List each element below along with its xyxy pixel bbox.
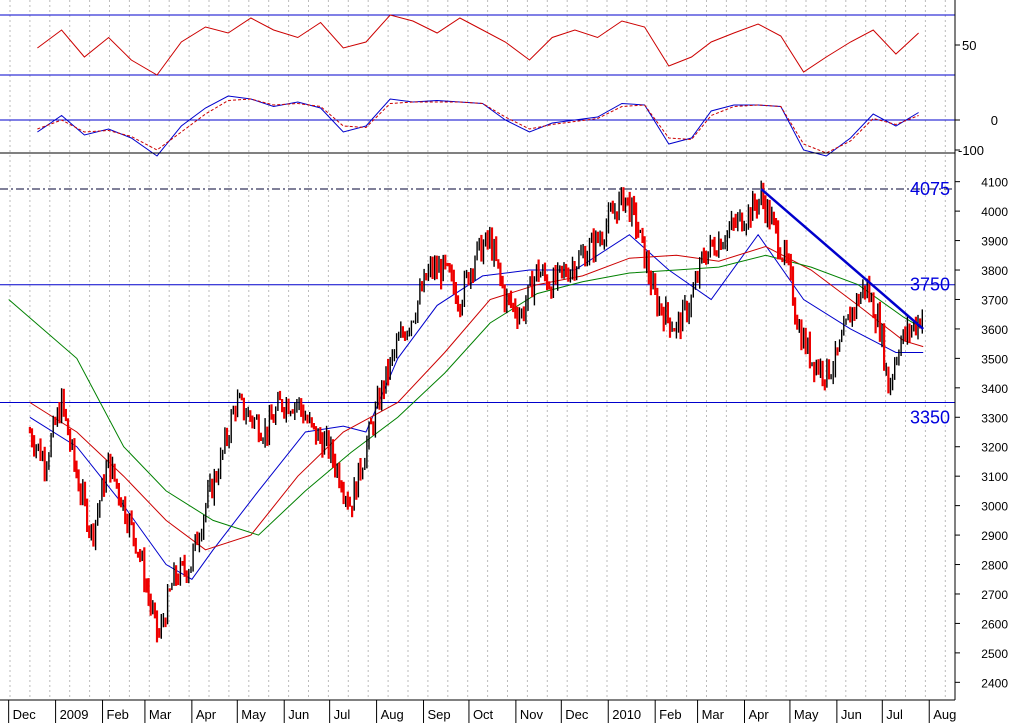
- y-tick-label: 3200: [981, 441, 1008, 455]
- reference-lines: [0, 14, 955, 404]
- resistance-trendline: [760, 188, 924, 330]
- x-tick-label: Dec: [565, 707, 589, 722]
- y-tick-label: 0: [991, 113, 998, 128]
- y-tick-label: 2500: [981, 647, 1008, 661]
- x-tick-label: Mar: [702, 707, 725, 722]
- y-tick-label: -100: [958, 143, 984, 158]
- y-tick-label: 3100: [981, 470, 1008, 484]
- x-tick-label: 2010: [612, 707, 641, 722]
- y-tick-label: 3800: [981, 264, 1008, 278]
- moving-average-line: [29, 233, 924, 580]
- oscillator-top-panel: [37, 14, 919, 76]
- oscillator-mid-series: [37, 98, 919, 154]
- y-tick-label: 2900: [981, 529, 1008, 543]
- moving-average-line: [29, 245, 924, 551]
- trendline: [760, 188, 924, 330]
- grid: [9, 0, 946, 700]
- x-tick-label: Feb: [659, 707, 681, 722]
- oscillator-mid-panel: [37, 95, 919, 157]
- price-level-label: 3350: [910, 408, 950, 428]
- y-tick-label: 3000: [981, 500, 1008, 514]
- x-tick-label: Apr: [196, 707, 217, 722]
- x-tick-label: Feb: [107, 707, 129, 722]
- price-level-label: 3750: [910, 275, 950, 295]
- oscillator-top-series: [37, 14, 919, 76]
- x-tick-label: Apr: [749, 707, 770, 722]
- x-tick-label: Nov: [520, 707, 544, 722]
- y-tick-label: 3700: [981, 293, 1008, 307]
- x-tick-label: Jul: [886, 707, 903, 722]
- y-tick-label: 2400: [981, 676, 1008, 690]
- y-tick-label: 2700: [981, 588, 1008, 602]
- level-labels: 4075 3750 3350: [910, 179, 950, 428]
- y-tick-label: 3500: [981, 352, 1008, 366]
- x-tick-label: Aug: [933, 707, 956, 722]
- y-tick-label: 3400: [981, 382, 1008, 396]
- x-tick-label: Jun: [841, 707, 862, 722]
- y-tick-label: 3600: [981, 323, 1008, 337]
- x-tick-label: Mar: [149, 707, 172, 722]
- y-tick-label: 3300: [981, 411, 1008, 425]
- y-tick-label: 2800: [981, 559, 1008, 573]
- moving-averages: [8, 233, 924, 580]
- x-tick-label: Dec: [13, 707, 37, 722]
- x-tick-label: Oct: [473, 707, 494, 722]
- moving-average-line: [8, 254, 924, 536]
- y-tick-label: 4000: [981, 205, 1008, 219]
- price-bars: [28, 180, 923, 643]
- y-tick-label: 50: [962, 38, 976, 53]
- x-tick-label: Sep: [428, 707, 451, 722]
- y-tick-label: 3900: [981, 235, 1008, 249]
- x-tick-label: Jun: [288, 707, 309, 722]
- x-tick-label: Aug: [381, 707, 404, 722]
- y-tick-label: 2600: [981, 617, 1008, 631]
- y-tick-label: 4100: [981, 176, 1008, 190]
- x-tick-label: 2009: [60, 707, 89, 722]
- x-tick-label: May: [794, 707, 819, 722]
- x-tick-label: Jul: [334, 707, 351, 722]
- x-tick-label: May: [241, 707, 266, 722]
- price-level-label: 4075: [910, 179, 950, 199]
